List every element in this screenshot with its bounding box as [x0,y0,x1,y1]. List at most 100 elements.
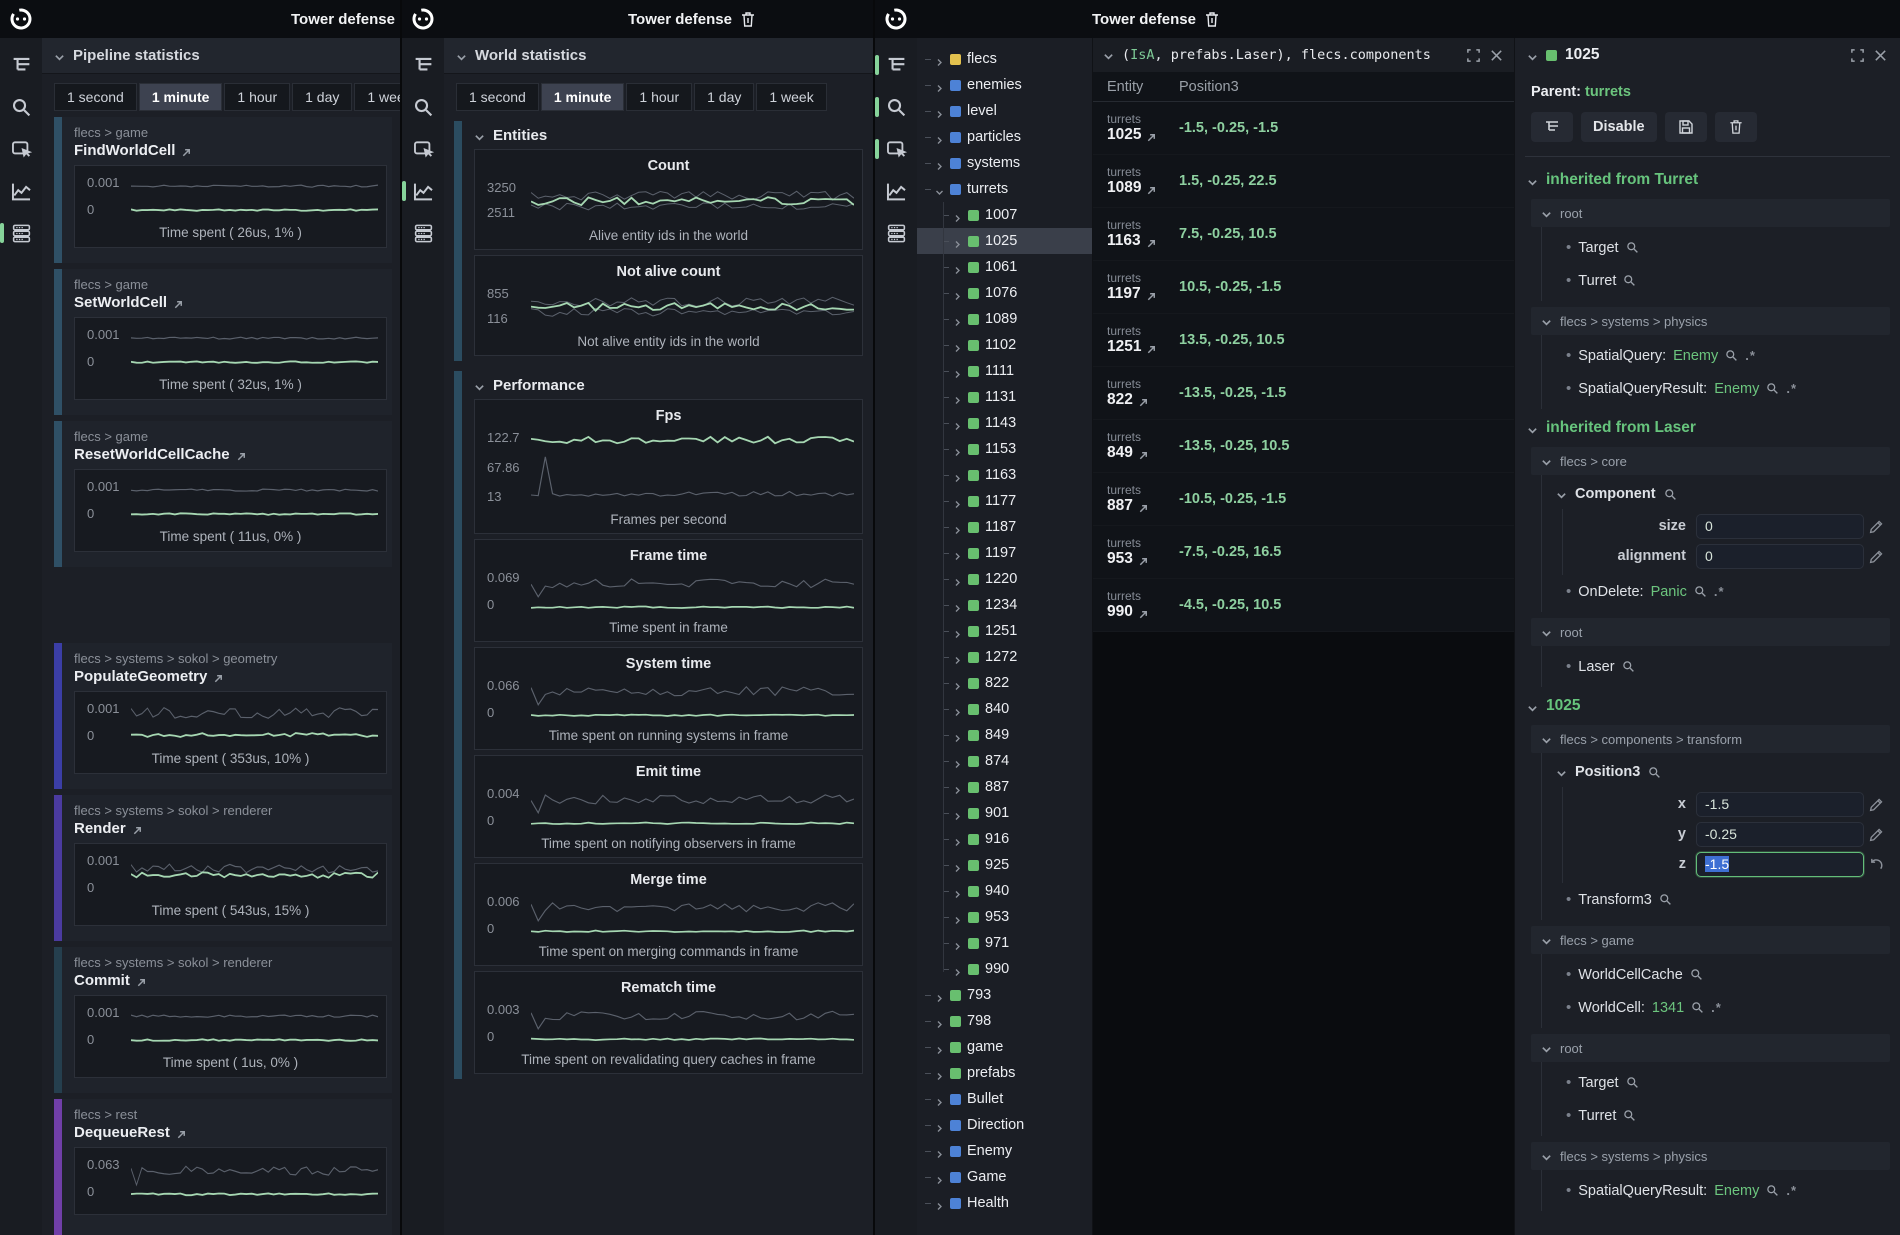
system-link[interactable]: PopulateGeometry [74,668,392,685]
query-result-row[interactable]: turrets 953 -7.5, -0.25, 16.5 [1093,526,1514,579]
chart-icon[interactable] [883,178,909,204]
tree-item-1163[interactable]: 1163 [917,462,1092,488]
query-result-row[interactable]: turrets 1025 -1.5, -0.25, -1.5 [1093,102,1514,155]
search-icon[interactable] [1691,1001,1704,1014]
tab-1-hour[interactable]: 1 hour [626,83,693,111]
tree-item-1025[interactable]: 1025 [917,228,1092,254]
search-icon[interactable] [1626,241,1639,254]
tree-item-1234[interactable]: 1234 [917,592,1092,618]
select-icon[interactable] [8,136,34,162]
query-text[interactable]: (IsA, prefabs.Laser), flecs.components [1122,47,1431,63]
query-result-row[interactable]: turrets 1251 13.5, -0.25, 10.5 [1093,314,1514,367]
tree-item-940[interactable]: 940 [917,878,1092,904]
disable-button[interactable]: Disable [1581,112,1657,142]
section-header[interactable]: Performance [474,371,863,399]
search-icon[interactable] [1690,968,1703,981]
stats-icon[interactable] [410,220,436,246]
target-link[interactable]: Enemy [1714,380,1760,397]
tree-item-1102[interactable]: 1102 [917,332,1092,358]
search-icon[interactable] [1622,660,1635,673]
tree-item-1197[interactable]: 1197 [917,540,1092,566]
target-link[interactable]: Enemy [1673,347,1719,364]
search-icon[interactable] [1694,585,1707,598]
query-result-row[interactable]: turrets 1089 1.5, -0.25, 22.5 [1093,155,1514,208]
tree-item-798[interactable]: 798 [917,1008,1092,1034]
entity-link[interactable]: 990 [1107,603,1179,621]
tree-item-793[interactable]: 793 [917,982,1092,1008]
close-icon[interactable] [1489,48,1504,63]
search-icon[interactable] [1766,1184,1779,1197]
tree-item-916[interactable]: 916 [917,826,1092,852]
system-link[interactable]: SetWorldCell [74,294,392,311]
tree-item-Game[interactable]: Game [917,1164,1092,1190]
component-header-position3[interactable]: Position3 [1542,757,1890,787]
field-input-z[interactable]: -1.5 [1696,851,1864,877]
chart-icon[interactable] [402,178,436,204]
scope-path-bar[interactable]: flecs > systems > physics [1531,307,1890,335]
tree-item-1089[interactable]: 1089 [917,306,1092,332]
target-link[interactable]: Enemy [1714,1182,1760,1199]
search-icon[interactable] [1648,766,1661,779]
tree-item-1251[interactable]: 1251 [917,618,1092,644]
tab-1-second[interactable]: 1 second [54,83,137,111]
entity-link[interactable]: 953 [1107,550,1179,568]
tree-view-button[interactable] [1531,112,1573,142]
field-input-y[interactable]: -0.25 [1696,821,1864,847]
target-link[interactable]: Panic [1650,583,1687,600]
query-result-row[interactable]: turrets 1163 7.5, -0.25, 10.5 [1093,208,1514,261]
close-icon[interactable] [1873,48,1888,63]
tree-item-level[interactable]: level [917,98,1092,124]
tree-item-925[interactable]: 925 [917,852,1092,878]
search-icon[interactable] [1725,349,1738,362]
entity-link[interactable]: 822 [1107,391,1179,409]
search-icon[interactable] [1766,382,1779,395]
tree-item-Health[interactable]: Health [917,1190,1092,1216]
query-result-row[interactable]: turrets 887 -10.5, -0.25, -1.5 [1093,473,1514,526]
delete-world-icon[interactable] [1205,11,1219,28]
save-button[interactable] [1664,112,1707,142]
world-panel-header[interactable]: World statistics [444,38,873,74]
undo-icon[interactable] [1864,857,1888,872]
query-result-row[interactable]: turrets 1197 10.5, -0.25, -1.5 [1093,261,1514,314]
scope-path-bar[interactable]: root [1531,199,1890,227]
tree-item-1177[interactable]: 1177 [917,488,1092,514]
tree-item-822[interactable]: 822 [917,670,1092,696]
tree-icon[interactable] [410,52,436,78]
tree-item-1131[interactable]: 1131 [917,384,1092,410]
search-icon[interactable] [1623,1109,1636,1122]
field-input-size[interactable]: 0 [1696,513,1864,539]
tree-item-1153[interactable]: 1153 [917,436,1092,462]
system-link[interactable]: Render [74,820,392,837]
entity-link[interactable]: 1251 [1107,338,1179,356]
system-link[interactable]: FindWorldCell [74,142,392,159]
search-icon[interactable] [1623,274,1636,287]
search-icon[interactable] [410,94,436,120]
tree-item-1076[interactable]: 1076 [917,280,1092,306]
entity-link[interactable]: 1089 [1107,179,1179,197]
tree-item-874[interactable]: 874 [917,748,1092,774]
search-icon[interactable] [1659,893,1672,906]
tree-item-particles[interactable]: particles [917,124,1092,150]
entity-link[interactable]: 1025 [1107,126,1179,144]
scope-path-bar[interactable]: flecs > game [1531,926,1890,954]
edit-icon[interactable] [1864,519,1888,534]
tree-item-953[interactable]: 953 [917,904,1092,930]
stats-icon[interactable] [0,220,34,246]
select-icon[interactable] [875,136,909,162]
tree-item-901[interactable]: 901 [917,800,1092,826]
tree-item-1187[interactable]: 1187 [917,514,1092,540]
tab-1-week[interactable]: 1 week [354,83,400,111]
chart-icon[interactable] [8,178,34,204]
tab-1-second[interactable]: 1 second [456,83,539,111]
tree-item-849[interactable]: 849 [917,722,1092,748]
system-link[interactable]: ResetWorldCellCache [74,446,392,463]
pipeline-panel-header[interactable]: Pipeline statistics [42,38,400,74]
entity-link[interactable]: 887 [1107,497,1179,515]
component-header-component[interactable]: Component [1542,479,1890,509]
scope-path-bar[interactable]: flecs > systems > physics [1531,1142,1890,1170]
scope-path-bar[interactable]: root [1531,1034,1890,1062]
section-header-1025[interactable]: 1025 [1527,693,1890,719]
section-header[interactable]: Entities [474,121,863,149]
tree-item-887[interactable]: 887 [917,774,1092,800]
search-icon[interactable] [1664,488,1677,501]
